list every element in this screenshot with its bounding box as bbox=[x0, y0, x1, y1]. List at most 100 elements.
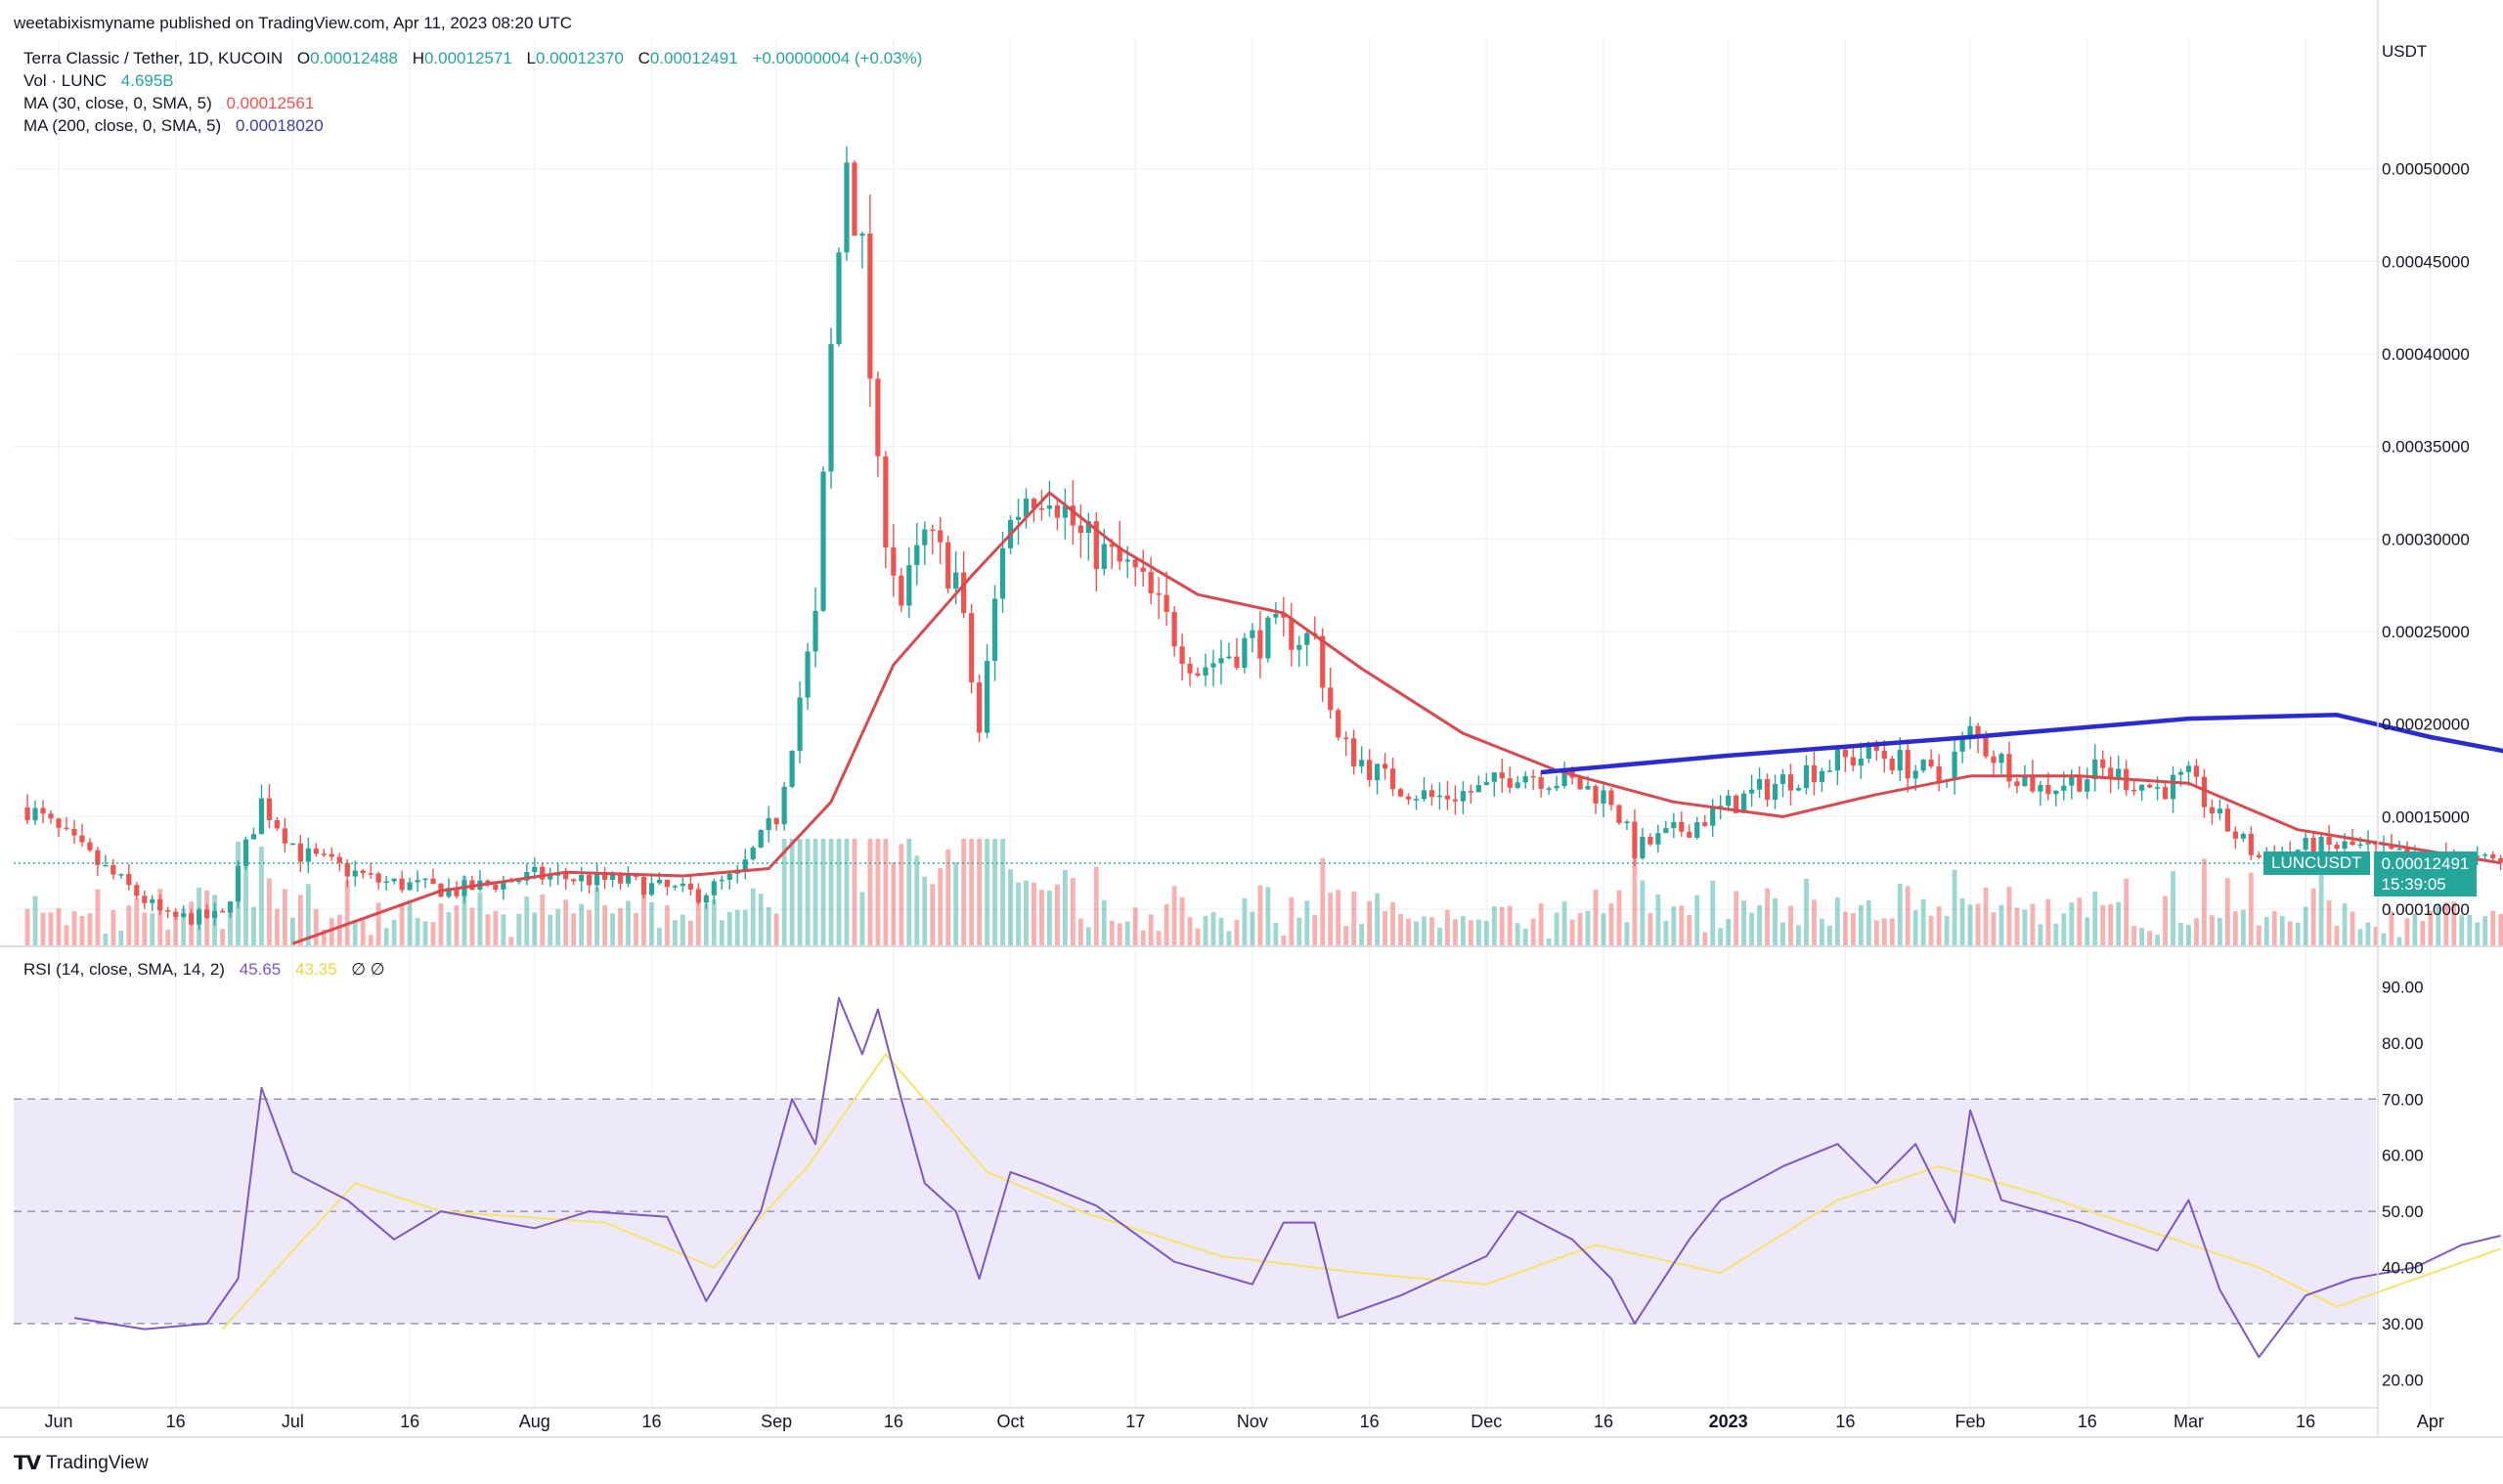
time-tick-label: 16 bbox=[1360, 1412, 1380, 1431]
volume-bar bbox=[1429, 917, 1434, 946]
candle-body bbox=[1842, 749, 1848, 758]
candle-body bbox=[2053, 790, 2059, 795]
ma200-legend[interactable]: MA (200, close, 0, SMA, 5) 0.00018020 bbox=[23, 116, 324, 136]
ohlc-l-label: L bbox=[526, 49, 536, 67]
volume-bar bbox=[399, 902, 405, 946]
candle-body bbox=[1826, 770, 1833, 772]
volume-bar bbox=[1538, 903, 1544, 946]
volume-bar bbox=[726, 911, 732, 946]
volume-bar bbox=[1047, 891, 1052, 946]
volume-bar bbox=[1647, 912, 1653, 946]
candle-body bbox=[1257, 630, 1263, 659]
time-tick-label: Mar bbox=[2174, 1412, 2204, 1431]
candle-body bbox=[2077, 774, 2083, 792]
candle-body bbox=[1593, 785, 1599, 804]
candle-body bbox=[1687, 831, 1692, 838]
volume-bar bbox=[665, 904, 670, 946]
volume-bar bbox=[1390, 901, 1395, 946]
volume-bar bbox=[571, 913, 577, 946]
candle-body bbox=[1694, 822, 1700, 838]
time-tick-label: Sep bbox=[761, 1412, 792, 1431]
volume-bar bbox=[1250, 911, 1255, 946]
rsi-legend[interactable]: RSI (14, close, SMA, 14, 2) 45.65 43.35 … bbox=[23, 960, 385, 980]
candle-body bbox=[532, 866, 538, 873]
volume-bar bbox=[2310, 888, 2316, 946]
candle-body bbox=[969, 613, 975, 683]
symbol-title[interactable]: Terra Classic / Tether, 1D, KUCOIN bbox=[23, 49, 284, 67]
volume-bar bbox=[87, 913, 93, 946]
candle-body bbox=[1655, 833, 1661, 845]
time-tick-label: 16 bbox=[1835, 1412, 1855, 1431]
volume-bar bbox=[383, 928, 389, 946]
volume-bar bbox=[1320, 857, 1326, 946]
candle-body bbox=[1289, 617, 1295, 650]
volume-bar bbox=[438, 903, 444, 946]
volume-bar bbox=[1897, 883, 1903, 946]
candle-body bbox=[1343, 737, 1349, 739]
volume-bar bbox=[1991, 912, 1997, 946]
volume-bar bbox=[1226, 931, 1232, 946]
candle-body bbox=[297, 843, 303, 862]
candle-body bbox=[87, 842, 93, 851]
volume-legend[interactable]: Vol · LUNC 4.695B bbox=[23, 71, 174, 91]
volume-bar bbox=[126, 905, 132, 946]
candle-body bbox=[601, 871, 608, 880]
volume-bar bbox=[1616, 890, 1622, 946]
volume-bar bbox=[867, 839, 873, 946]
volume-bar bbox=[2194, 918, 2199, 946]
volume-bar bbox=[1655, 894, 1661, 946]
candle-body bbox=[930, 529, 936, 532]
volume-bar bbox=[1383, 910, 1387, 946]
volume-bar bbox=[1522, 928, 1528, 946]
candle-body bbox=[2217, 808, 2223, 814]
candle-body bbox=[587, 874, 593, 886]
volume-bar bbox=[2381, 933, 2387, 946]
volume-bar bbox=[1140, 930, 1146, 946]
rsi-line bbox=[73, 996, 2501, 1359]
volume-bar bbox=[618, 907, 623, 946]
candle-body bbox=[368, 873, 373, 875]
volume-bar bbox=[2248, 872, 2254, 946]
volume-bar bbox=[344, 880, 350, 946]
footer-brand[interactable]: 𝗧𝗩 TradingView bbox=[14, 1451, 149, 1475]
volume-bar bbox=[407, 899, 413, 946]
time-tick-label: 16 bbox=[166, 1412, 186, 1431]
volume-bar bbox=[2349, 911, 2355, 946]
candle-body bbox=[1397, 789, 1404, 797]
volume-bar bbox=[2326, 899, 2332, 946]
volume-bar bbox=[1773, 897, 1778, 946]
volume-bar bbox=[360, 920, 366, 946]
volume-bar bbox=[938, 868, 944, 946]
candle-body bbox=[524, 872, 530, 881]
volume-bar bbox=[150, 913, 155, 946]
volume-bar bbox=[95, 889, 101, 946]
rsi-tick-label: 80.00 bbox=[2382, 1034, 2424, 1053]
volume-bar bbox=[812, 839, 818, 946]
candle-body bbox=[282, 828, 288, 844]
candle-body bbox=[1421, 790, 1427, 800]
ma30-legend[interactable]: MA (30, close, 0, SMA, 5) 0.00012561 bbox=[23, 94, 314, 113]
time-tick-label: Jul bbox=[282, 1412, 304, 1431]
volume-bar bbox=[1718, 928, 1724, 946]
candle-body bbox=[625, 875, 632, 884]
volume-bar bbox=[2295, 922, 2301, 946]
volume-bar bbox=[508, 937, 514, 946]
candle-body bbox=[1491, 772, 1497, 782]
volume-bar bbox=[2404, 918, 2410, 946]
candle-body bbox=[1601, 790, 1606, 804]
candle-body bbox=[1702, 822, 1708, 826]
candle-body bbox=[2006, 754, 2012, 782]
volume-bar bbox=[501, 914, 506, 946]
volume-bar bbox=[2139, 928, 2145, 946]
time-tick-label: Dec bbox=[1471, 1412, 1502, 1431]
candle-body bbox=[1624, 821, 1630, 824]
time-tick-label: 16 bbox=[1594, 1412, 1613, 1431]
candle-body bbox=[773, 817, 779, 825]
ohlc-change: +0.00000004 (+0.03%) bbox=[752, 49, 923, 67]
candle-body bbox=[594, 871, 600, 886]
candle-body bbox=[95, 850, 101, 865]
candle-body bbox=[703, 895, 709, 903]
candle-body bbox=[360, 870, 366, 874]
volume-bar bbox=[1726, 919, 1732, 946]
